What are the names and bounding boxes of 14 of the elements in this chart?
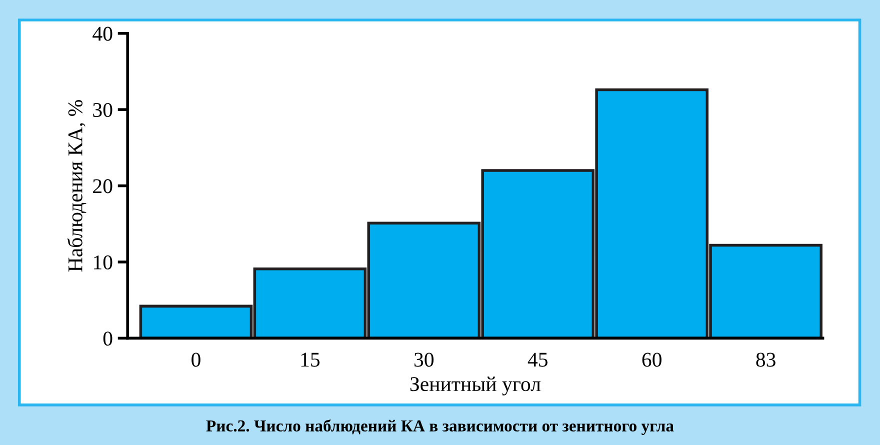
y-tick-label: 0 (103, 332, 112, 346)
x-tick-label: 45 (528, 352, 548, 367)
x-axis-title: Зенитный угол (410, 376, 540, 396)
y-axis-title: Наблюдения КА, % (67, 100, 86, 272)
text: Рис.2. Число наблюдений КА в зависимости от зенитного угла (206, 419, 674, 435)
x-tick-label: 15 (301, 352, 320, 367)
x-tick-label: 60 (642, 352, 662, 367)
x-tick-label: 0 (192, 352, 200, 367)
y-tick-label: 30 (93, 102, 112, 118)
x-tick-label: 83 (756, 352, 776, 367)
y-tick-label: 20 (93, 179, 112, 194)
x-tick-label: 30 (414, 352, 434, 367)
y-tick-label: 40 (92, 26, 112, 41)
y-tick-label: 10 (94, 255, 112, 270)
